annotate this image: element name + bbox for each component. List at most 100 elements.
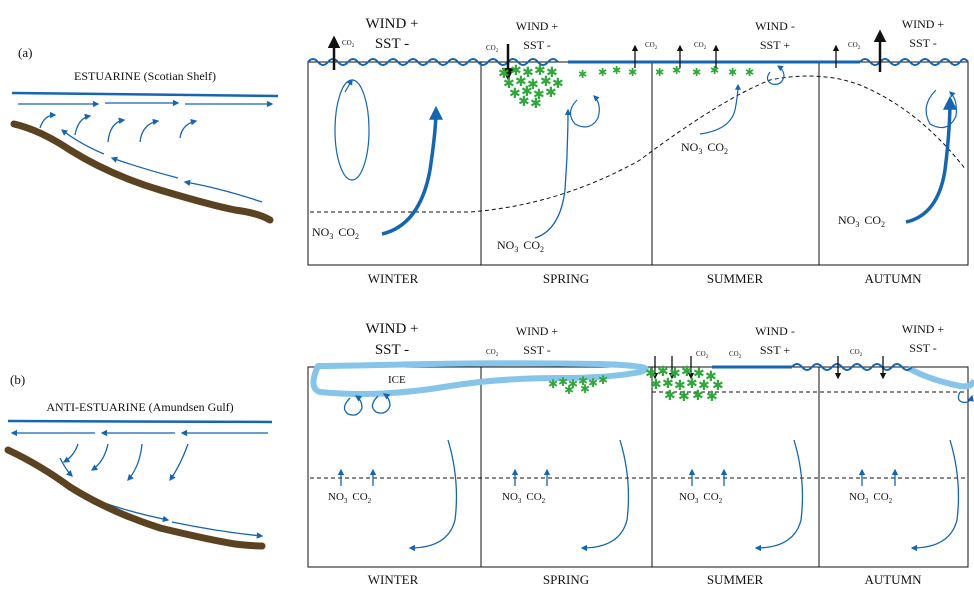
svg-text:✱: ✱ (530, 96, 542, 112)
svg-text:CO2: CO2 (848, 41, 861, 51)
svg-text:✱: ✱ (693, 366, 705, 382)
winter-deep-upwelling (381, 105, 443, 236)
svg-text:✱: ✱ (664, 388, 676, 404)
panel-a-outflow-arrows (18, 99, 274, 108)
svg-text:✱: ✱ (698, 378, 710, 394)
panel-a-circulation (334, 65, 957, 239)
svg-text:CO2: CO2 (696, 350, 709, 360)
winter-convection-cell (334, 79, 370, 181)
panel-a-season-summer: SUMMER (707, 271, 764, 286)
svg-text:✱: ✱ (710, 64, 719, 77)
panel-b-autumn-wind: WIND + (902, 322, 945, 336)
panel-b-surface-line (7, 419, 273, 424)
svg-text:✱: ✱ (628, 66, 637, 79)
svg-text:✱: ✱ (681, 364, 693, 380)
svg-text:CO2: CO2 (850, 348, 863, 358)
spring-downwelling (580, 439, 630, 552)
panel-b-summer-wind: WIND - (755, 324, 795, 338)
panel-a: (a) ESTUARINE (Scotian Shelf) (10, 16, 969, 286)
panel-a-spring-sst: SST - (523, 38, 550, 52)
svg-text:✱: ✱ (548, 377, 558, 391)
panel-a-nutrients: NO3 CO2 NO3 CO2 NO3 CO2 NO3 CO2 (312, 140, 885, 254)
svg-text:✱: ✱ (706, 389, 718, 405)
svg-text:✱: ✱ (533, 87, 545, 103)
panel-a-label: (a) (18, 45, 32, 60)
panel-b: (b) ANTI-ESTUARINE (Amundsen Gulf) (4, 321, 974, 587)
svg-text:✱: ✱ (598, 373, 608, 387)
svg-text:✱: ✱ (612, 64, 621, 77)
panel-a-seafloor (10, 120, 274, 224)
panel-b-winter-sst: SST - (375, 342, 409, 358)
panel-b-forcing: WIND + SST - WIND + SST - WIND - SST + W… (365, 321, 944, 358)
panel-a-season-winter: WINTER (368, 271, 419, 286)
panel-a-winter-wind: WIND + (365, 16, 418, 32)
svg-text:✱: ✱ (515, 74, 527, 90)
panel-a-season-labels: WINTER SPRING SUMMER AUTUMN (368, 271, 922, 286)
panel-a-season-boxes (307, 61, 969, 266)
svg-text:✱: ✱ (578, 68, 587, 81)
panel-b-season-summer: SUMMER (707, 572, 764, 587)
svg-text:✱: ✱ (669, 366, 681, 382)
panel-b-schematic: ANTI-ESTUARINE (Amundsen Gulf) (4, 400, 273, 550)
svg-text:✱: ✱ (509, 86, 521, 102)
svg-text:✱: ✱ (527, 77, 539, 93)
svg-text:✱: ✱ (578, 374, 588, 388)
svg-text:✱: ✱ (552, 76, 564, 92)
panel-b-seafloor (4, 446, 266, 550)
panel-b-nutrients: NO3 CO2 NO3 CO2 NO3 CO2 NO3 CO2 (328, 491, 893, 505)
panel-b-phytoplankton-bloom: ✱ ✱ ✱ ✱ ✱ ✱✱ ✱ ✱ ✱ ✱ ✱ ✱ ✱ ✱ ✱ ✱ ✱ ✱ ✱ ✱ ✱ ✱ ✱ (548, 364, 724, 405)
panel-a-regime: ESTUARINE (Scotian Shelf) (74, 69, 216, 83)
svg-text:✱: ✱ (672, 64, 681, 77)
panel-a-spring-wind: WIND + (516, 19, 559, 33)
panel-b-circulation (337, 391, 974, 552)
svg-text:✱: ✱ (662, 376, 674, 392)
panel-a-sea-surface (307, 58, 969, 66)
panel-b-spring-sst: SST - (523, 343, 550, 357)
panel-b-winter-wind: WIND + (365, 321, 418, 337)
svg-text:✱: ✱ (503, 76, 515, 92)
spring-upwelling (534, 108, 572, 239)
svg-text:✱: ✱ (564, 383, 574, 397)
svg-text:CO2: CO2 (694, 41, 707, 51)
panel-b-downwelling-arrows (59, 443, 189, 482)
svg-text:✱: ✱ (522, 65, 534, 81)
svg-text:CO2: CO2 (645, 41, 658, 51)
svg-text:✱: ✱ (510, 63, 522, 79)
panel-b-season-autumn: AUTUMN (864, 572, 922, 587)
panel-a-surface-line (11, 91, 279, 98)
panel-b-season-boxes (307, 366, 969, 568)
panel-b-co2-labels: CO2 CO2 CO2 CO2 (486, 348, 863, 360)
winter-downwelling (408, 439, 458, 552)
svg-text:✱: ✱ (674, 378, 686, 394)
panel-a-bottom-inflow (60, 129, 263, 203)
autumn-downwelling (910, 439, 960, 552)
panel-a-summer-wind: WIND - (755, 19, 795, 33)
panel-a-forcing: WIND + SST - WIND + SST - WIND - SST + W… (365, 16, 944, 52)
panel-a-mixed-layer-depth (310, 75, 967, 213)
svg-text:✱: ✱ (705, 369, 717, 385)
panel-b-summer-sst: SST + (760, 343, 790, 357)
svg-text:✱: ✱ (645, 366, 657, 382)
svg-text:CO2: CO2 (342, 39, 355, 49)
panel-b-spring-wind: WIND + (516, 324, 559, 338)
svg-text:✱: ✱ (498, 66, 510, 82)
svg-text:✱: ✱ (692, 388, 704, 404)
svg-text:✱: ✱ (521, 84, 533, 100)
summer-upwelling (699, 83, 741, 135)
svg-text:✱: ✱ (745, 66, 754, 79)
svg-text:✱: ✱ (568, 377, 578, 391)
panel-b-regime: ANTI-ESTUARINE (Amundsen Gulf) (46, 400, 233, 414)
svg-text:✱: ✱ (686, 376, 698, 392)
svg-text:CO2: CO2 (486, 348, 499, 358)
panel-a-schematic: ESTUARINE (Scotian Shelf) (10, 69, 279, 224)
panel-a-autumn-wind: WIND + (902, 17, 945, 31)
panel-a-phytoplankton-bloom: ✱ ✱ ✱ ✱ ✱ ✱ ✱ ✱ ✱ ✱ ✱ ✱ ✱ ✱ ✱✱ ✱ ✱ ✱ ✱ ✱ ✱ ✱ ✱ ✱ ✱ (498, 63, 754, 112)
panel-a-upwelling-arrows (39, 111, 198, 143)
panel-a-summer-sst: SST + (760, 38, 790, 52)
svg-text:✱: ✱ (692, 66, 701, 79)
